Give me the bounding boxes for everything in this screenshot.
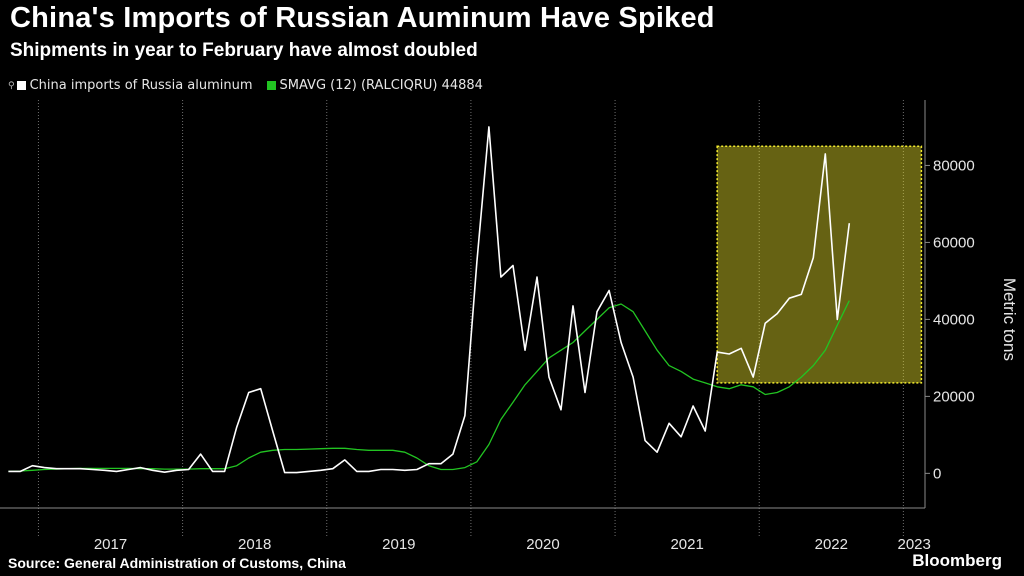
series-line-imports — [8, 126, 851, 474]
legend-drag-icon[interactable]: ⚲ — [8, 80, 15, 91]
y-tick-label: 40000 — [933, 311, 975, 328]
y-tick-label: 0 — [933, 465, 941, 482]
x-tick-label: 2017 — [94, 536, 127, 553]
y-tick-label: 20000 — [933, 388, 975, 405]
chart-title: China's Imports of Russian Auminum Have … — [10, 2, 715, 34]
legend-entry-imports[interactable]: China imports of Russia aluminum — [16, 78, 253, 93]
x-tick-label: 2020 — [526, 536, 559, 553]
y-axis: 0 20000 40000 60000 80000 Metric tons — [924, 100, 1019, 508]
y-axis-title: Metric tons — [1000, 278, 1019, 361]
x-tick-label: 2023 — [898, 536, 931, 553]
y-tick-label: 60000 — [933, 234, 975, 251]
source-note: Source: General Administration of Custom… — [8, 555, 346, 571]
series-lines — [8, 126, 851, 474]
legend-swatch-imports — [16, 81, 26, 90]
x-axis: 2017 2018 2019 2020 2021 2022 2023 — [0, 507, 931, 553]
x-tick-label: 2019 — [382, 536, 415, 553]
legend-label-smavg: SMAVG (12) (RALCIQRU) 44884 — [279, 78, 483, 93]
legend-label-imports: China imports of Russia aluminum — [29, 78, 253, 93]
legend: ⚲ China imports of Russia aluminum SMAVG… — [8, 78, 497, 93]
bloomberg-logo: Bloomberg — [912, 551, 1002, 570]
highlight-rect — [716, 145, 923, 384]
x-tick-label: 2018 — [238, 536, 271, 553]
x-tick-label: 2022 — [815, 536, 848, 553]
legend-swatch-smavg — [266, 81, 276, 90]
chart-subtitle: Shipments in year to February have almos… — [10, 40, 478, 61]
year-gridlines — [37, 100, 904, 536]
legend-entry-smavg[interactable]: SMAVG (12) (RALCIQRU) 44884 — [266, 78, 483, 93]
y-tick-label: 80000 — [933, 157, 975, 174]
x-tick-label: 2021 — [670, 536, 703, 553]
highlight-annotation — [716, 145, 923, 384]
